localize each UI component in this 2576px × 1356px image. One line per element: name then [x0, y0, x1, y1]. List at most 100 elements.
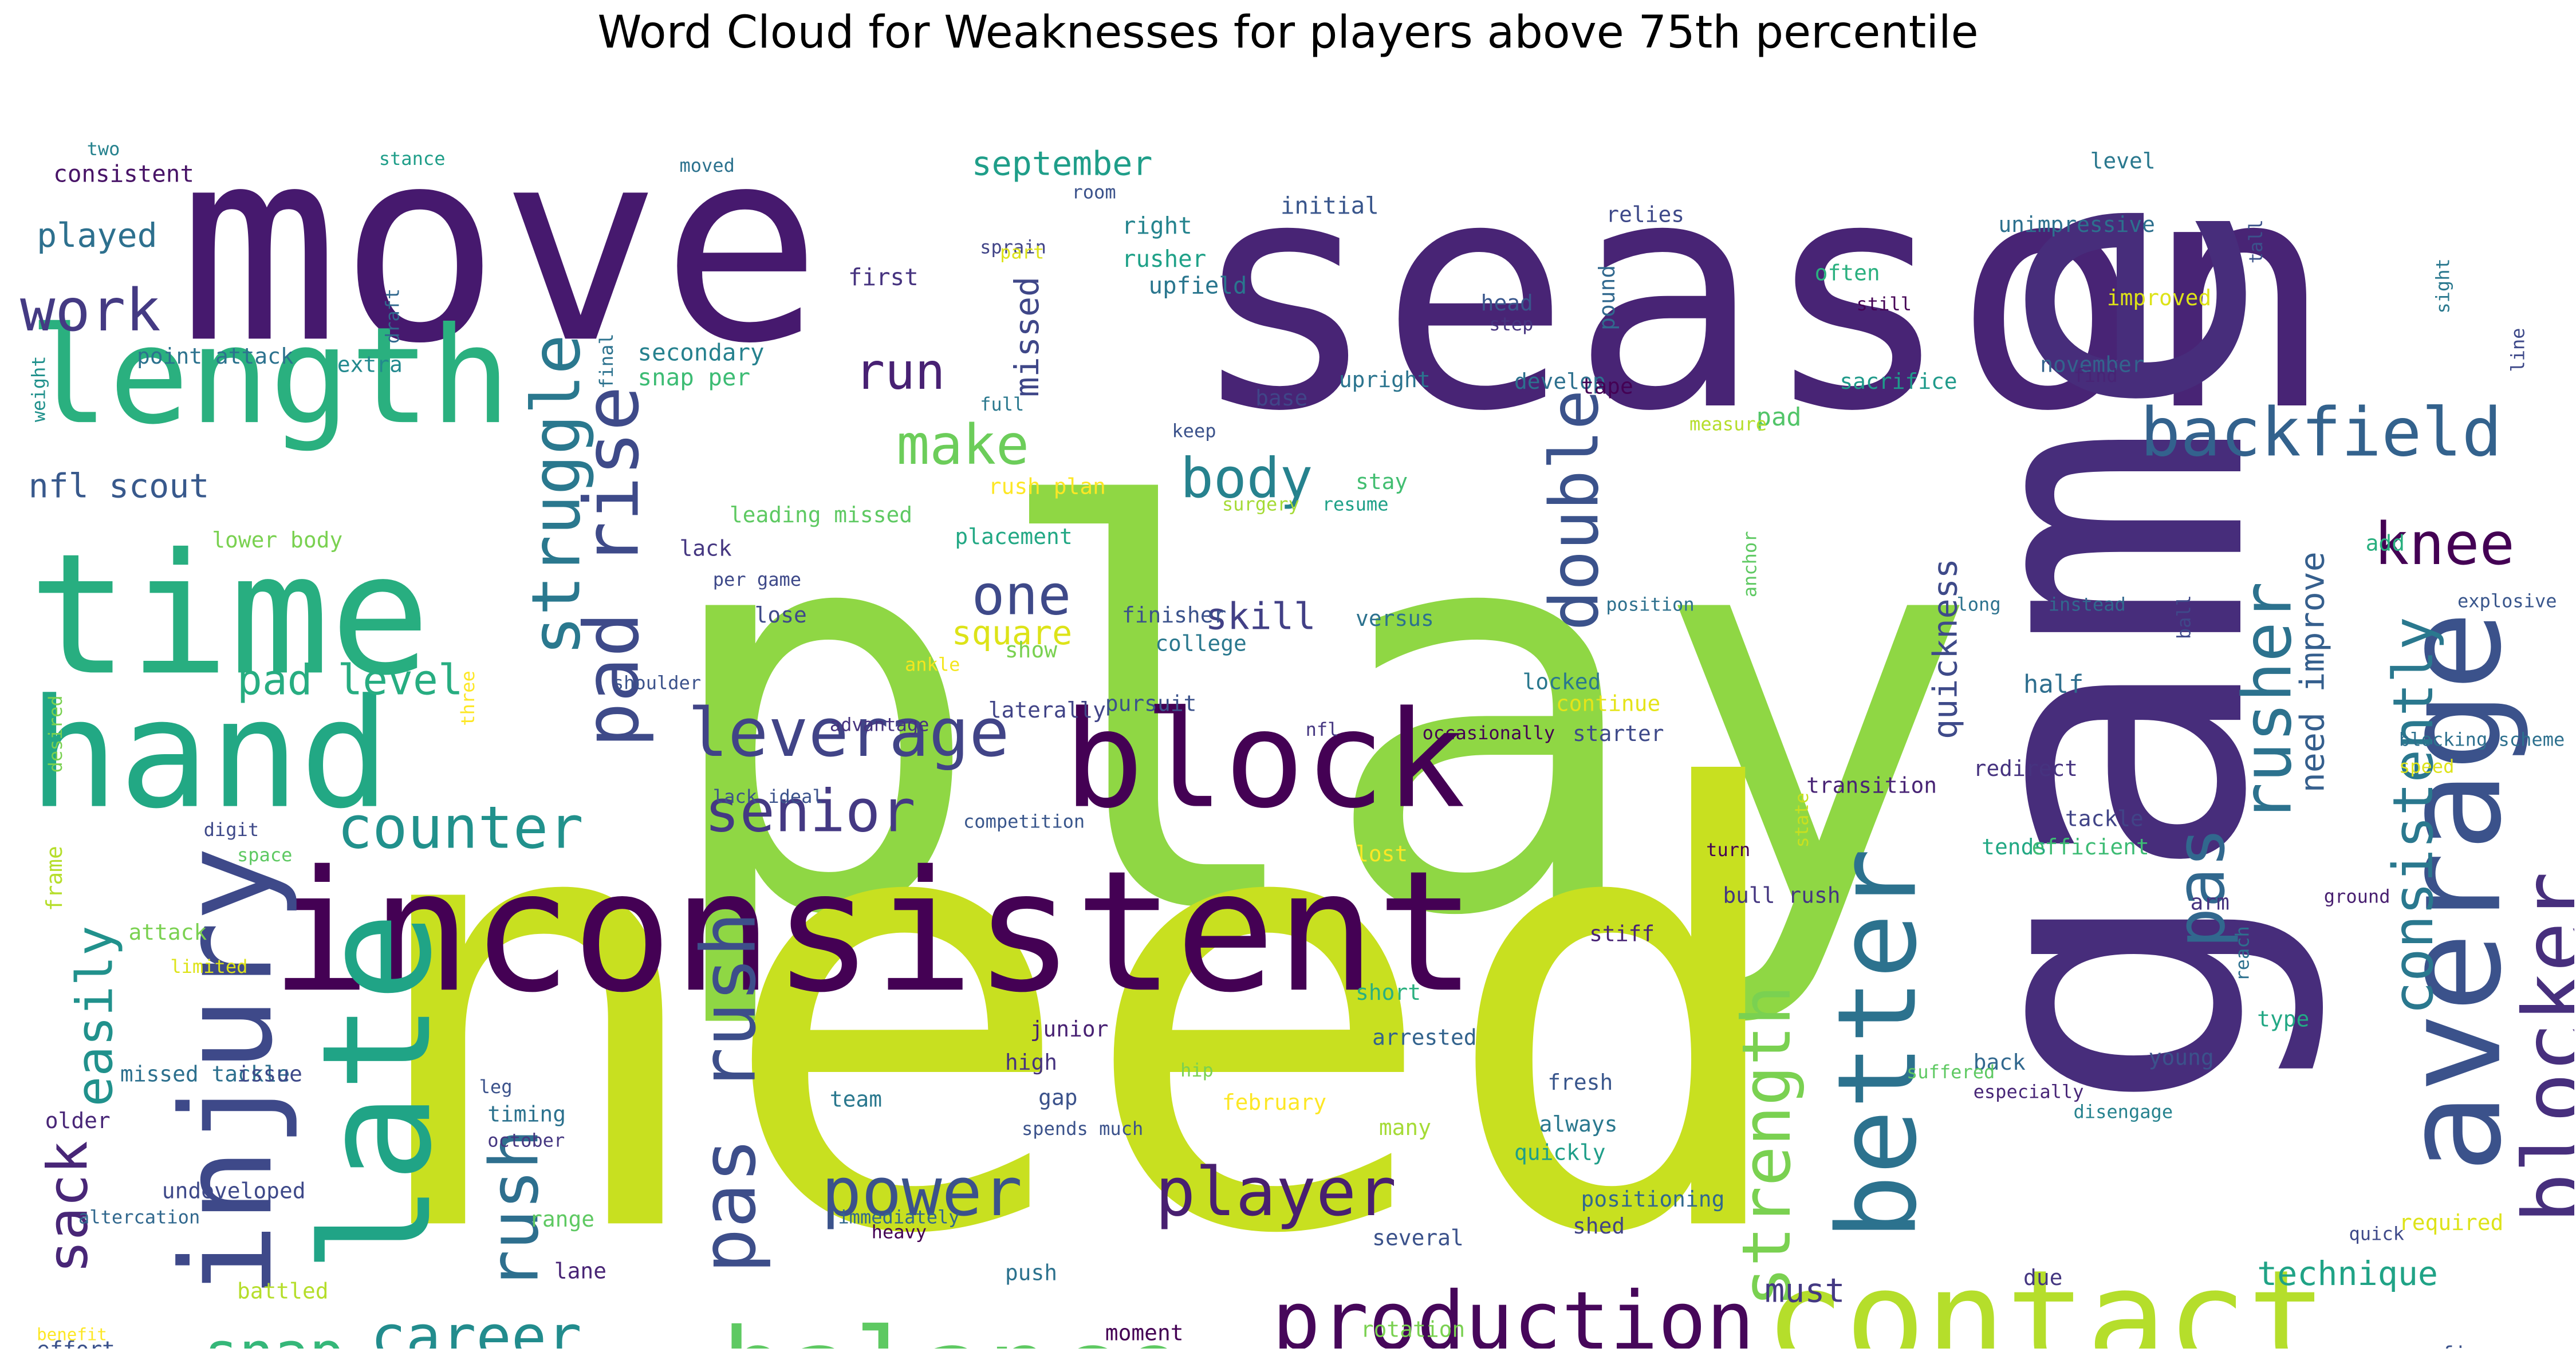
- word-line: line: [2507, 328, 2529, 372]
- word-lane: lane: [554, 1259, 606, 1284]
- word-laterally: laterally: [988, 697, 1106, 723]
- word-injury: injury: [154, 846, 300, 1299]
- word-find: find: [2073, 365, 2117, 387]
- word-average: average: [2376, 610, 2531, 1173]
- word-snap-per: snap per: [638, 364, 750, 391]
- word-versus: versus: [1356, 606, 1434, 631]
- word-tackle: tackle: [2065, 806, 2144, 831]
- word-shed: shed: [1573, 1213, 1625, 1239]
- word-pursuit: pursuit: [1105, 691, 1197, 716]
- word-quickness: quickness: [1925, 558, 1964, 739]
- word-measure: measure: [1689, 413, 1767, 435]
- word-need-improve: need improve: [2293, 551, 2332, 793]
- word-junior: junior: [1030, 1016, 1109, 1042]
- word-show: show: [1005, 637, 1057, 663]
- word-lower-body: lower body: [212, 527, 342, 553]
- word-stiff: stiff: [1589, 921, 1655, 947]
- word-desired: desired: [45, 695, 66, 772]
- word-tall: tall: [2245, 219, 2267, 263]
- word-november: november: [2040, 352, 2144, 377]
- word-blocking-scheme: blocking scheme: [2399, 729, 2565, 751]
- word-run: run: [855, 342, 946, 401]
- word-skill: skill: [1206, 596, 1316, 638]
- word-game: game: [1885, 190, 2331, 1115]
- word-push: push: [1005, 1260, 1057, 1285]
- word-sprain: sprain: [980, 236, 1046, 258]
- word-time: time: [29, 517, 431, 712]
- word-surgery: surgery: [1222, 494, 1299, 515]
- figure-title: Word Cloud for Weaknesses for players ab…: [597, 7, 1979, 58]
- word-snap: snap: [204, 1320, 345, 1349]
- word-rusher: rusher: [2229, 582, 2306, 823]
- word-struggle: struggle: [518, 334, 596, 656]
- word-three: three: [457, 671, 479, 726]
- word-move: move: [179, 90, 822, 401]
- word-explosive: explosive: [2457, 590, 2557, 612]
- word-length: length: [29, 298, 511, 454]
- word-easily: easily: [65, 925, 124, 1106]
- word-february: february: [1222, 1090, 1326, 1115]
- word-room: room: [1072, 182, 1116, 203]
- word-several: several: [1372, 1225, 1464, 1250]
- word-pas-rush: pas rush: [685, 912, 773, 1274]
- word-ball: ball: [2173, 595, 2195, 639]
- word-played: played: [37, 216, 157, 255]
- word-especially: especially: [1974, 1081, 2084, 1103]
- word-nfl: nfl: [1306, 719, 1339, 740]
- word-rush: rush: [476, 1129, 554, 1290]
- word-technique: technique: [2257, 1254, 2438, 1293]
- word-range: range: [529, 1207, 594, 1232]
- word-inconsistent: inconsistent: [270, 834, 1476, 1029]
- word-issue: issue: [237, 1062, 302, 1087]
- word-positioning: positioning: [1581, 1186, 1725, 1212]
- word-knee: knee: [2374, 510, 2515, 578]
- word-redirect: redirect: [1974, 756, 2078, 781]
- word-two: two: [87, 138, 120, 160]
- word-first: first: [848, 263, 919, 291]
- word-team: team: [830, 1086, 882, 1111]
- word-pad: pad: [1756, 403, 1802, 432]
- word-extra: extra: [337, 352, 403, 377]
- word-part: part: [1000, 241, 1044, 263]
- word-final: final: [596, 333, 617, 388]
- word-level: level: [2090, 148, 2156, 174]
- word-efficient: efficient: [2032, 834, 2149, 860]
- word-late: late: [289, 912, 464, 1274]
- word-effort: effort: [37, 1337, 115, 1349]
- word-improved: improved: [2107, 285, 2211, 310]
- word-high: high: [1005, 1050, 1057, 1075]
- word-production: production: [1272, 1274, 1754, 1349]
- word-lost: lost: [1356, 841, 1408, 866]
- word-career: career: [371, 1303, 582, 1349]
- word-often: often: [1815, 260, 1880, 285]
- word-tends: tends: [1982, 834, 2047, 860]
- word-base: base: [1255, 385, 1307, 411]
- word-type: type: [2257, 1006, 2309, 1031]
- word-digit: digit: [204, 819, 259, 841]
- word-per-game: per game: [713, 569, 801, 590]
- word-college: college: [1155, 631, 1247, 656]
- word-block: block: [1064, 683, 1466, 838]
- word-shoulder: shoulder: [613, 672, 701, 694]
- word-starter: starter: [1573, 721, 1664, 746]
- word-make: make: [896, 413, 1029, 477]
- word-pound: pound: [1594, 265, 1620, 330]
- word-five: five: [2441, 1342, 2493, 1349]
- word-keep: keep: [1172, 420, 1216, 442]
- word-reach: reach: [2232, 926, 2254, 981]
- word-stay: stay: [1356, 469, 1408, 494]
- word-locked: locked: [1523, 669, 1601, 695]
- word-immediately: immediately: [838, 1206, 959, 1228]
- word-continue: continue: [1556, 691, 1660, 716]
- word-instead: instead: [2049, 594, 2126, 616]
- word-season: season: [1189, 111, 2335, 480]
- word-better: better: [1814, 848, 1941, 1240]
- word-due: due: [2023, 1265, 2062, 1290]
- word-lack-ideal: lack ideal: [713, 786, 824, 807]
- word-balance: balance: [721, 1305, 1185, 1349]
- word-short: short: [1356, 980, 1421, 1005]
- word-cloud: play season move need game inconsistent length…: [20, 72, 2574, 1349]
- word-still: still: [1857, 293, 1912, 315]
